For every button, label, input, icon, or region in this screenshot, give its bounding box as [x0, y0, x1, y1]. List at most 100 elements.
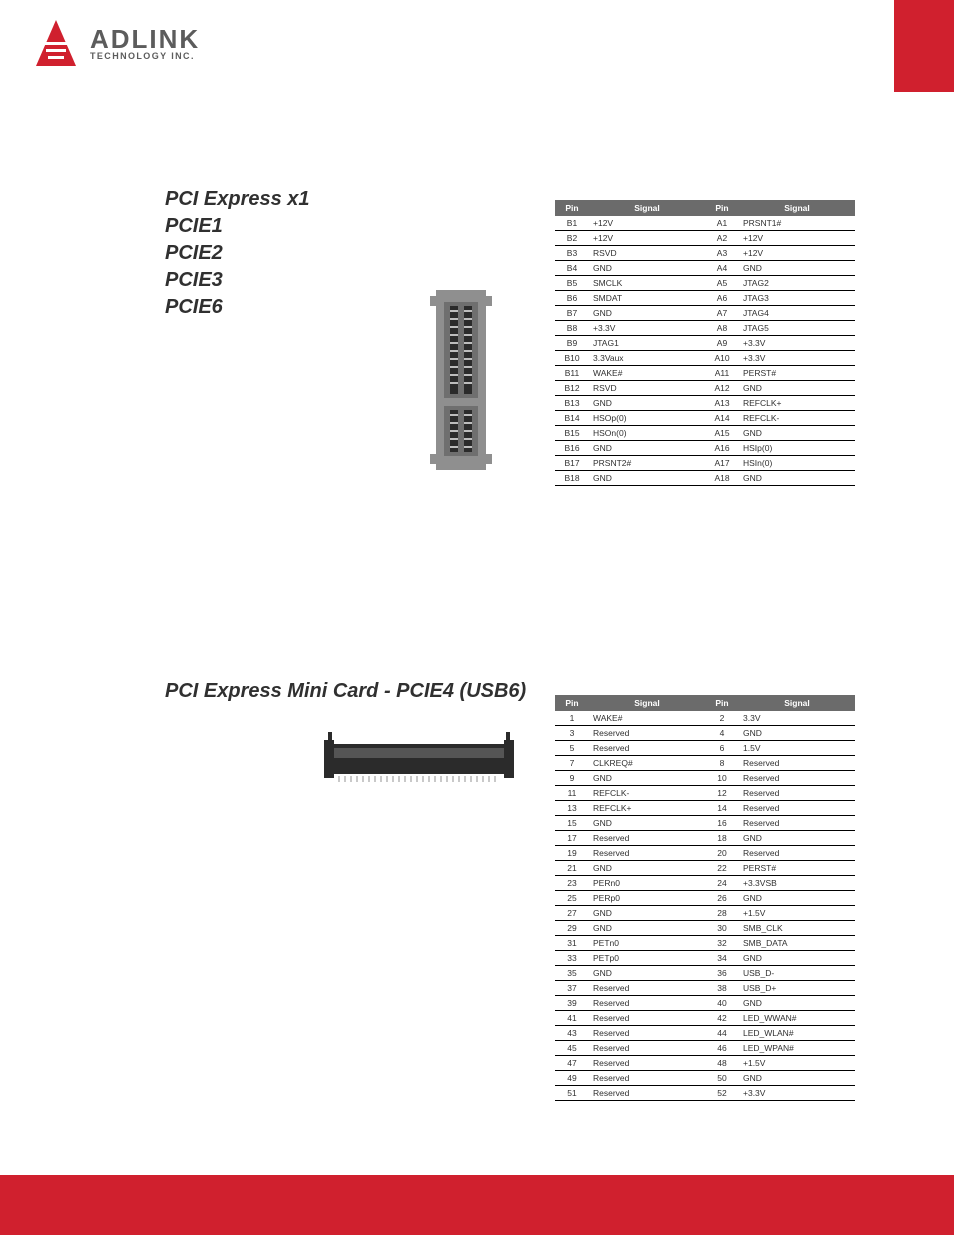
section1-rows: B1+12VA1PRSNT1#B2+12VA2+12VB3RSVDA3+12VB… [555, 216, 855, 486]
table-cell: Reserved [589, 1086, 705, 1101]
table-cell: Reserved [589, 1071, 705, 1086]
table-row: B5SMCLKA5JTAG2 [555, 276, 855, 291]
table-cell: GND [589, 306, 705, 321]
table-row: 27GND28+1.5V [555, 906, 855, 921]
table-row: 25PERp026GND [555, 891, 855, 906]
table-cell: A8 [705, 321, 739, 336]
table-cell: GND [589, 921, 705, 936]
table-cell: B7 [555, 306, 589, 321]
table-cell: B8 [555, 321, 589, 336]
table-row: 9GND10Reserved [555, 771, 855, 786]
table-cell: 52 [705, 1086, 739, 1101]
table-cell: PERST# [739, 366, 855, 381]
table-cell: Reserved [589, 996, 705, 1011]
table-cell: GND [589, 906, 705, 921]
table-cell: JTAG4 [739, 306, 855, 321]
table-row: 45Reserved46LED_WPAN# [555, 1041, 855, 1056]
table-cell: PERST# [739, 861, 855, 876]
table-cell: +1.5V [739, 1056, 855, 1071]
table-header: Signal [589, 695, 705, 711]
table-cell: LED_WWAN# [739, 1011, 855, 1026]
table-row: B4GNDA4GND [555, 261, 855, 276]
section1-label: PCIE2 [165, 240, 525, 267]
table-cell: +12V [739, 246, 855, 261]
table-cell: 45 [555, 1041, 589, 1056]
table-row: 41Reserved42LED_WWAN# [555, 1011, 855, 1026]
table-row: 39Reserved40GND [555, 996, 855, 1011]
table-cell: RSVD [589, 246, 705, 261]
table-cell: 14 [705, 801, 739, 816]
table-cell: 29 [555, 921, 589, 936]
table-cell: GND [739, 1071, 855, 1086]
table-cell: 38 [705, 981, 739, 996]
table-cell: GND [739, 426, 855, 441]
table-cell: PRSNT1# [739, 216, 855, 231]
table-cell: CLKREQ# [589, 756, 705, 771]
table-cell: 1.5V [739, 741, 855, 756]
table-cell: A4 [705, 261, 739, 276]
table-cell: USB_D+ [739, 981, 855, 996]
section2-pin-table: Pin Signal Pin Signal 1WAKE#23.3V3Reserv… [555, 695, 855, 1101]
table-cell: +12V [589, 231, 705, 246]
table-header: Signal [739, 200, 855, 216]
table-cell: JTAG2 [739, 276, 855, 291]
table-cell: A7 [705, 306, 739, 321]
table-cell: 23 [555, 876, 589, 891]
table-row: B2+12VA2+12V [555, 231, 855, 246]
brand-name: ADLINK [90, 26, 200, 52]
table-cell: USB_D- [739, 966, 855, 981]
table-cell: B4 [555, 261, 589, 276]
table-cell: B17 [555, 456, 589, 471]
table-row: B14HSOp(0)A14REFCLK- [555, 411, 855, 426]
table-row: 7CLKREQ#8Reserved [555, 756, 855, 771]
table-cell: 30 [705, 921, 739, 936]
table-cell: LED_WLAN# [739, 1026, 855, 1041]
table-cell: +3.3V [739, 351, 855, 366]
table-cell: 12 [705, 786, 739, 801]
table-row: B103.3VauxA10+3.3V [555, 351, 855, 366]
logo-mark-icon [32, 18, 80, 68]
table-cell: A11 [705, 366, 739, 381]
table-cell: A1 [705, 216, 739, 231]
table-cell: Reserved [739, 756, 855, 771]
table-cell: Reserved [739, 816, 855, 831]
table-cell: WAKE# [589, 366, 705, 381]
brand-logo: ADLINK TECHNOLOGY INC. [32, 18, 200, 68]
table-cell: A3 [705, 246, 739, 261]
table-cell: 41 [555, 1011, 589, 1026]
table-cell: GND [739, 261, 855, 276]
table-header: Pin [705, 695, 739, 711]
table-cell: A9 [705, 336, 739, 351]
table-cell: GND [739, 726, 855, 741]
table-cell: LED_WPAN# [739, 1041, 855, 1056]
table-row: B12RSVDA12GND [555, 381, 855, 396]
table-cell: A13 [705, 396, 739, 411]
table-cell: GND [589, 771, 705, 786]
section1-pin-table: Pin Signal Pin Signal B1+12VA1PRSNT1#B2+… [555, 200, 855, 486]
table-cell: SMB_DATA [739, 936, 855, 951]
table-cell: 51 [555, 1086, 589, 1101]
table-cell: B11 [555, 366, 589, 381]
table-cell: GND [739, 996, 855, 1011]
table-cell: +3.3V [589, 321, 705, 336]
table-cell: PERp0 [589, 891, 705, 906]
pcie-x1-connector-icon [430, 290, 492, 475]
table-header: Pin [555, 695, 589, 711]
table-cell: 15 [555, 816, 589, 831]
table-cell: Reserved [739, 801, 855, 816]
table-cell: REFCLK+ [589, 801, 705, 816]
table-cell: A6 [705, 291, 739, 306]
table-row: B8+3.3VA8JTAG5 [555, 321, 855, 336]
table-cell: 25 [555, 891, 589, 906]
table-cell: 17 [555, 831, 589, 846]
table-cell: B16 [555, 441, 589, 456]
table-cell: A15 [705, 426, 739, 441]
table-cell: GND [589, 441, 705, 456]
table-cell: 7 [555, 756, 589, 771]
table-cell: 13 [555, 801, 589, 816]
table-cell: A14 [705, 411, 739, 426]
table-cell: REFCLK- [589, 786, 705, 801]
table-cell: B15 [555, 426, 589, 441]
table-cell: 34 [705, 951, 739, 966]
section2-heading: PCI Express Mini Card - PCIE4 (USB6) [165, 678, 526, 705]
